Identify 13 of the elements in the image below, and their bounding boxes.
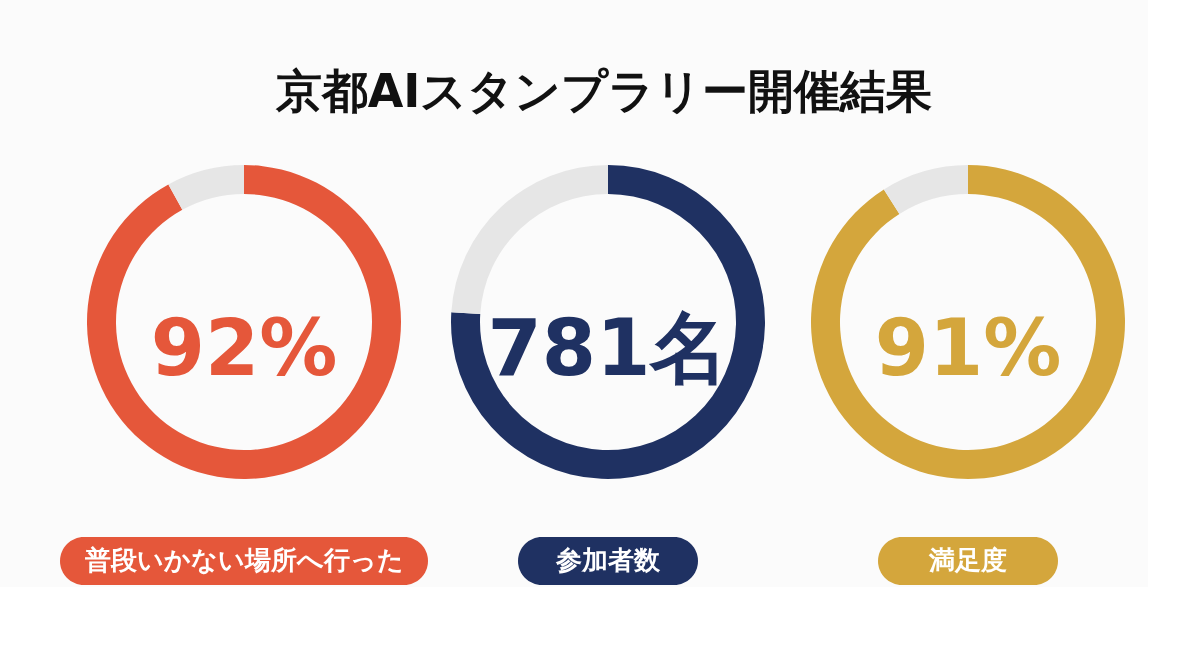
donut-slice xyxy=(168,165,244,210)
donut-slice xyxy=(87,165,401,479)
slice-label: 普段いかない場所へ行った xyxy=(83,545,404,575)
donut-slice xyxy=(451,165,608,314)
slice-label: 参加者数 xyxy=(555,545,661,575)
donut-slice xyxy=(883,165,968,214)
slice-label: 満足度 xyxy=(928,545,1007,575)
data-label: 91% xyxy=(874,303,1062,393)
data-label: 92% xyxy=(150,303,338,393)
donut-slice xyxy=(811,165,1125,479)
text: 781名 xyxy=(487,303,729,393)
donut-slice xyxy=(451,165,765,479)
text: 京都AIスタンプラリー開催結果 xyxy=(274,64,933,118)
